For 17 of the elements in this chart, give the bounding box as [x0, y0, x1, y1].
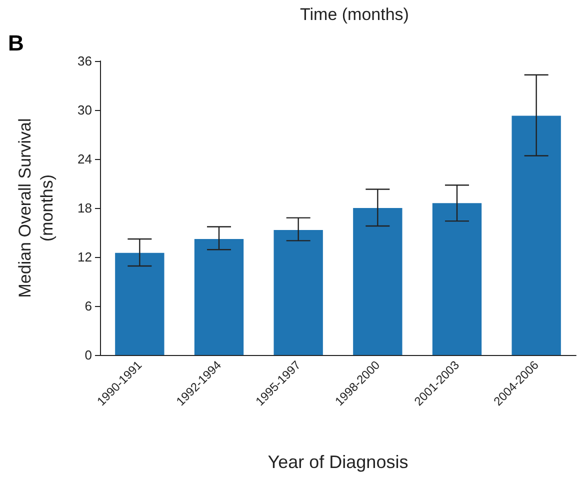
bar: [115, 252, 164, 355]
text: B: [8, 30, 24, 56]
bar: [512, 116, 561, 355]
y-tick-label: 24: [78, 152, 92, 166]
bar: [194, 239, 244, 355]
bar: [353, 208, 402, 355]
y-tick-label: 12: [78, 250, 92, 264]
text: Time (months): [300, 5, 409, 24]
y-tick-label: 18: [78, 200, 92, 216]
y-tick-label: 0: [84, 348, 92, 362]
x-axis-title: Year of Diagnosis: [268, 452, 408, 472]
y-tick-label: 36: [78, 54, 92, 68]
y-axis-title: Median Overall Survival (months): [16, 118, 56, 298]
bar: [274, 230, 323, 355]
y-tick-label: 6: [84, 298, 92, 314]
y-tick-label: 30: [78, 102, 92, 118]
bar: [432, 203, 482, 355]
